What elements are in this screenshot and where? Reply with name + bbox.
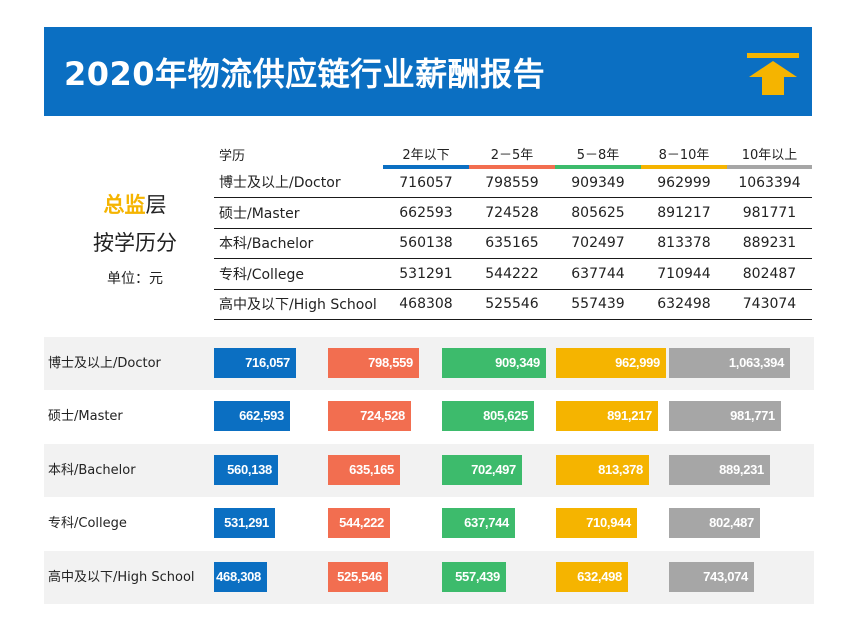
- table-cell: 981771: [727, 197, 812, 229]
- bar-0-4: 1,063,394: [669, 348, 790, 378]
- table-cell: 813378: [641, 228, 727, 259]
- table-row: 本科/Bachelor 560138 635165 702497 813378 88923…: [214, 228, 812, 259]
- table-cell: 544222: [469, 258, 555, 290]
- table-row: 硕士/Master 662593 724528 805625 891217 981771: [214, 197, 812, 229]
- bar-0-0: 716,057: [214, 348, 296, 378]
- table-row-label: 本科/Bachelor: [214, 228, 383, 259]
- bar-1-0: 662,593: [214, 401, 290, 432]
- bar-row-label: 硕士/Master: [48, 409, 123, 425]
- bar-1-3: 891,217: [556, 401, 658, 432]
- salary-table: 学历 2年以下 2－5年 5－8年 8－10年 10年以上 博士及以上/Doctor 7160…: [214, 140, 812, 320]
- table-cell: 889231: [727, 228, 812, 259]
- bar-1-2: 805,625: [442, 401, 534, 432]
- bar-2-4: 889,231: [669, 454, 770, 485]
- table-cell: 468308: [383, 289, 469, 320]
- table-cell: 724528: [469, 197, 555, 229]
- bar-4-0: 468,308: [214, 561, 267, 592]
- bar-4-4: 743,074: [669, 561, 754, 592]
- table-cell: 743074: [727, 289, 812, 320]
- bar-0-2: 909,349: [442, 348, 546, 378]
- table-cell: 662593: [383, 197, 469, 229]
- table-row-label: 硕士/Master: [214, 197, 383, 229]
- table-cell: 525546: [469, 289, 555, 320]
- table-cell: 891217: [641, 197, 727, 229]
- bar-row: 博士及以上/Doctor 716,057 798,559 909,349 962,999…: [44, 337, 814, 391]
- bar-4-3: 632,498: [556, 561, 628, 592]
- table-cell: 632498: [641, 289, 727, 320]
- bar-row-label: 专科/College: [48, 516, 127, 532]
- table-cell: 637744: [555, 258, 641, 290]
- grouping-label: 按学历分: [93, 231, 177, 255]
- bar-3-4: 802,487: [669, 508, 760, 539]
- table-cell: 798559: [469, 167, 555, 198]
- table-header-series-1: 2－5年: [469, 140, 555, 169]
- bar-0-3: 962,999: [556, 348, 666, 378]
- bar-4-2: 557,439: [442, 561, 506, 592]
- bar-3-2: 637,744: [442, 508, 515, 539]
- table-cell: 909349: [555, 167, 641, 198]
- table-cell: 1063394: [727, 167, 812, 198]
- table-cell: 802487: [727, 258, 812, 290]
- header-banner: 2020年物流供应链行业薪酬报告: [44, 27, 812, 116]
- level-suffix: 层: [145, 193, 167, 217]
- bar-3-1: 544,222: [328, 508, 390, 539]
- bar-2-0: 560,138: [214, 454, 278, 485]
- table-cell: 557439: [555, 289, 641, 320]
- up-arrow-icon: [747, 53, 799, 95]
- table-cell: 702497: [555, 228, 641, 259]
- bar-2-2: 702,497: [442, 454, 522, 485]
- table-header-series-3: 8－10年: [641, 140, 727, 169]
- table-header-row: 学历 2年以下 2－5年 5－8年 8－10年 10年以上: [214, 140, 812, 169]
- table-row-label: 博士及以上/Doctor: [214, 167, 383, 198]
- bar-row-label: 博士及以上/Doctor: [48, 356, 161, 371]
- table-row-label: 专科/College: [214, 258, 383, 290]
- table-cell: 635165: [469, 228, 555, 259]
- table-header-series-4: 10年以上: [727, 140, 812, 169]
- table-cell: 710944: [641, 258, 727, 290]
- table-header-series-2: 5－8年: [555, 140, 641, 169]
- table-cell: 716057: [383, 167, 469, 198]
- bar-4-1: 525,546: [328, 561, 388, 592]
- table-row: 高中及以下/High School 468308 525546 557439 63249…: [214, 289, 812, 320]
- table-row: 专科/College 531291 544222 637744 710944 802487: [214, 258, 812, 290]
- bar-2-1: 635,165: [328, 454, 400, 485]
- table-header-education: 学历: [219, 149, 246, 164]
- bar-row: 本科/Bachelor 560,138 635,165 702,497 813,378 8…: [44, 443, 814, 498]
- bar-1-4: 981,771: [669, 401, 781, 432]
- bar-row-label: 高中及以下/High School: [48, 569, 195, 585]
- bar-row: 专科/College 531,291 544,222 637,744 710,944 80…: [44, 497, 814, 550]
- bar-1-1: 724,528: [328, 401, 411, 432]
- table-header-series-0: 2年以下: [383, 140, 469, 169]
- bar-3-0: 531,291: [214, 508, 275, 539]
- bar-2-3: 813,378: [556, 454, 649, 485]
- bar-chart: 博士及以上/Doctor 716,057 798,559 909,349 962,999…: [44, 337, 814, 604]
- bar-row-label: 本科/Bachelor: [48, 462, 136, 478]
- report-title: 2020年物流供应链行业薪酬报告: [64, 55, 546, 93]
- table-row-label: 高中及以下/High School: [214, 289, 383, 320]
- table-cell: 805625: [555, 197, 641, 229]
- bar-row: 高中及以下/High School 468,308 525,546 557,439 63…: [44, 550, 814, 604]
- level-summary: 总监层 按学历分 单位：元: [60, 190, 210, 288]
- table-cell: 531291: [383, 258, 469, 290]
- unit-label: 单位：元: [107, 271, 163, 287]
- level-heading: 总监层: [60, 190, 210, 220]
- bar-0-1: 798,559: [328, 348, 419, 378]
- level-highlight: 总监: [103, 193, 146, 217]
- table-row: 博士及以上/Doctor 716057 798559 909349 962999 1063…: [214, 167, 812, 198]
- table-cell: 962999: [641, 167, 727, 198]
- bar-3-3: 710,944: [556, 508, 637, 539]
- bar-row: 硕士/Master 662,593 724,528 805,625 891,217 981…: [44, 390, 814, 443]
- table-cell: 560138: [383, 228, 469, 259]
